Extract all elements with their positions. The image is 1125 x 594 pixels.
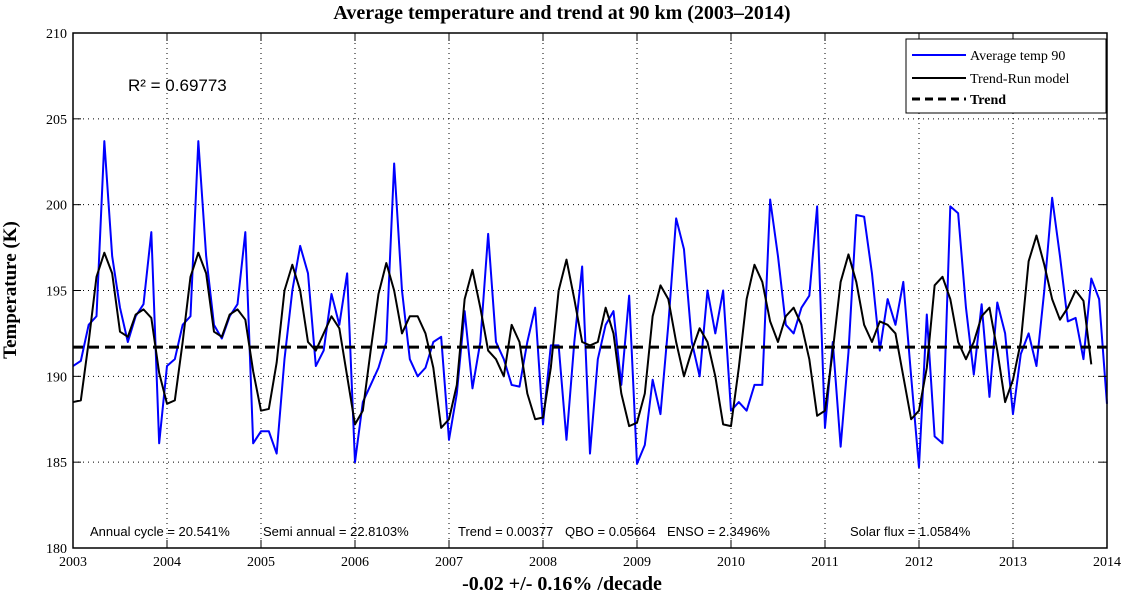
x-tick-label: 2009 xyxy=(623,555,651,570)
ticks: 2003 2004 2005 2006 2007 2008 2009 2010 2011 2012… xyxy=(46,27,1121,570)
stat-solar-flux: Solar flux = 1.0584% xyxy=(850,524,971,539)
y-tick-label: 210 xyxy=(46,27,67,42)
series-layer xyxy=(72,140,1108,469)
y-tick-label: 205 xyxy=(46,113,67,128)
stat-annual: Annual cycle = 20.541% xyxy=(90,524,230,539)
y-tick-label: 195 xyxy=(46,285,67,300)
legend-label-trend: Trend xyxy=(970,93,1006,108)
stat-enso: ENSO = 2.3496% xyxy=(667,524,770,539)
stat-trend: Trend = 0.00377 xyxy=(458,524,553,539)
x-tick-label: 2005 xyxy=(247,555,275,570)
y-tick-label: 190 xyxy=(46,370,67,385)
y-axis-label: Temperature (K) xyxy=(0,221,21,359)
x-tick-label: 2006 xyxy=(341,555,369,570)
r-squared-annotation: R² = 0.69773 xyxy=(128,76,227,95)
x-tick-label: 2013 xyxy=(999,555,1027,570)
series-trend-run-model xyxy=(72,234,1093,429)
x-tick-label: 2012 xyxy=(905,555,933,570)
x-tick-label: 2010 xyxy=(717,555,745,570)
x-tick-label: 2011 xyxy=(811,555,838,570)
x-tick-label: 2003 xyxy=(59,555,87,570)
y-tick-label: 180 xyxy=(46,542,67,557)
stat-semiannual: Semi annual = 22.8103% xyxy=(263,524,409,539)
legend-box xyxy=(905,38,1107,114)
x-tick-label: 2007 xyxy=(435,555,463,570)
x-tick-label: 2004 xyxy=(153,555,181,570)
x-axis-label: -0.02 +/- 0.16% /decade xyxy=(462,573,662,594)
legend-label-model: Trend-Run model xyxy=(970,72,1070,87)
legend-label-average: Average temp 90 xyxy=(970,49,1065,64)
y-tick-label: 200 xyxy=(46,199,67,214)
legend: Average temp 90 Trend-Run model Trend xyxy=(905,38,1107,114)
y-tick-label: 185 xyxy=(46,456,67,471)
series-average-temp xyxy=(72,140,1108,469)
x-tick-label: 2008 xyxy=(529,555,557,570)
chart-title: Average temperature and trend at 90 km (… xyxy=(333,2,790,24)
x-tick-label: 2014 xyxy=(1093,555,1121,570)
stat-qbo: QBO = 0.05664 xyxy=(565,524,656,539)
grid xyxy=(73,33,1107,548)
